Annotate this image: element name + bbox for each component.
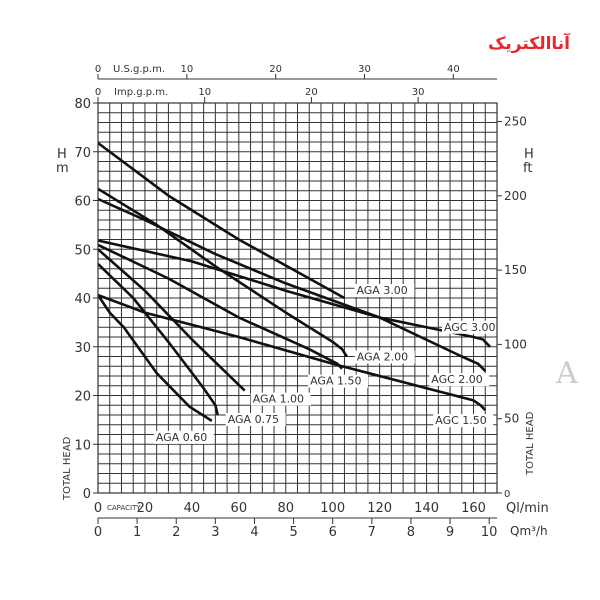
y2-unit-h: H	[524, 147, 534, 162]
x2-tick-label: 5	[289, 525, 297, 540]
y-tick-label: 80	[74, 97, 91, 112]
impgpm-tick-label: 30	[412, 87, 425, 98]
curve-label: AGA 2.00	[357, 351, 408, 364]
curve-label-bg	[433, 414, 494, 428]
x-axis-label: Ql/min	[506, 501, 549, 516]
curve-label: AGC 2.00	[431, 373, 483, 386]
x-tick-label: 140	[414, 501, 439, 516]
curve-label-bg	[250, 392, 311, 406]
x2-tick-label: 8	[407, 525, 415, 540]
y2-axis-title: TOTAL HEAD	[525, 411, 536, 476]
brand-logo: آناالکتریک	[488, 34, 570, 54]
usgpm-tick-label: 10	[180, 64, 193, 75]
y-tick-label: 40	[74, 292, 91, 307]
y-tick-label: 10	[74, 438, 91, 453]
curve-agc-1-50	[97, 293, 487, 412]
y-tick-label: 60	[74, 195, 91, 210]
y2-tick-label: 0	[504, 489, 510, 500]
curve-label: AGA 1.00	[253, 393, 304, 406]
curve-agc-2-00	[97, 197, 487, 373]
y-unit-h: H	[57, 147, 67, 162]
y2-tick-label: 250	[504, 115, 527, 129]
plot-frame	[97, 102, 498, 494]
x-tick-label: 100	[320, 501, 345, 516]
x2-tick-label: 10	[481, 525, 498, 540]
y2-tick-label: 150	[504, 263, 527, 277]
y2-tick-label: 200	[504, 189, 527, 203]
y-tick-label: 50	[74, 243, 91, 258]
y2-unit: ft	[523, 161, 532, 176]
impgpm-tick-label: 10	[198, 87, 211, 98]
capacity-label: CAPACITY	[107, 504, 141, 512]
y-tick-label: 70	[74, 146, 91, 161]
y-tick-label: 20	[74, 390, 91, 405]
curve-aga-1-00	[97, 248, 246, 392]
x-tick-label: 40	[184, 501, 201, 516]
curve-label: AGC 3.00	[444, 321, 496, 334]
x2-tick-label: 4	[250, 525, 258, 540]
x-tick-label: 60	[231, 501, 248, 516]
curve-aga-0-60	[96, 294, 213, 422]
curve-label: AGA 0.75	[228, 413, 279, 426]
y-tick-label: 0	[83, 487, 91, 502]
x-tick-label: 20	[137, 501, 154, 516]
x2-axis-label: Qm³/h	[510, 524, 548, 538]
x2-tick-label: 3	[211, 525, 219, 540]
x2-tick-label: 9	[446, 525, 454, 540]
curve-label: AGA 1.50	[310, 375, 361, 388]
y2-tick-label: 50	[504, 412, 519, 426]
curve-aga-1-50	[97, 243, 344, 370]
x2-tick-label: 2	[172, 525, 180, 540]
curve-label-bg	[354, 284, 415, 297]
x2-tick-label: 7	[368, 525, 376, 540]
x-tick-label: 120	[367, 501, 392, 516]
x-tick-label: 80	[277, 501, 294, 516]
curve-aga-3-00	[97, 141, 346, 300]
curve-label-bg	[153, 430, 214, 444]
curve-label: AGA 0.60	[156, 431, 207, 444]
impgpm-tick-label: 20	[305, 87, 318, 98]
curve-label-bg	[441, 320, 502, 334]
curve-label-bg	[354, 350, 415, 364]
y-tick-label: 30	[74, 341, 91, 356]
x2-tick-label: 1	[133, 525, 141, 540]
usgpm-tick-label: 20	[269, 64, 282, 75]
curve-label-bg	[429, 373, 490, 387]
watermark-icon: A	[556, 356, 578, 391]
x2-tick-label: 0	[94, 525, 102, 540]
y-unit: m	[56, 161, 69, 176]
usgpm-tick-label: 0	[95, 64, 101, 75]
impgpm-tick-label: 0	[95, 87, 101, 98]
usgpm-tick-label: 40	[447, 64, 460, 75]
impgpm-label: Imp.g.p.m.	[114, 87, 168, 98]
usgpm-label: U.S.g.p.m.	[113, 64, 165, 75]
x-tick-label: 160	[461, 501, 486, 516]
curve-label-bg	[308, 374, 369, 388]
curve-label: AGC 1.50	[435, 414, 487, 427]
curve-aga-0-75	[97, 262, 219, 416]
x-tick-label: 0	[94, 501, 102, 516]
curve-label: AGA 3.00	[356, 284, 407, 297]
curve-label-bg	[225, 413, 286, 426]
x2-tick-label: 6	[329, 525, 337, 540]
usgpm-tick-label: 30	[358, 64, 371, 75]
y2-tick-label: 100	[504, 337, 527, 351]
y-axis-title: TOTAL HEAD	[62, 436, 73, 501]
